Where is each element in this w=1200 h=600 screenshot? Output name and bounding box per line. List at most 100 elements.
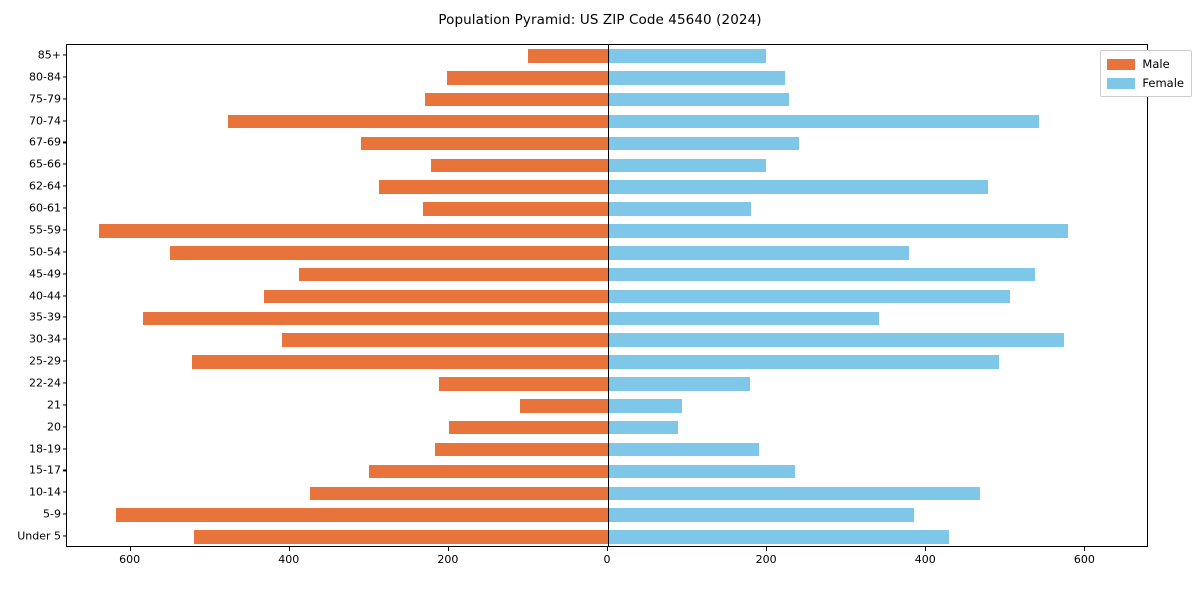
bar-female[interactable]	[608, 464, 795, 479]
y-tick-mark	[62, 404, 66, 406]
bar-row	[67, 245, 1147, 260]
bar-male[interactable]	[170, 245, 608, 260]
bar-female[interactable]	[608, 180, 989, 194]
plot-area	[66, 44, 1148, 547]
bar-female[interactable]	[608, 202, 752, 216]
y-tick-label: 5-9	[43, 507, 61, 521]
bar-female[interactable]	[608, 92, 789, 107]
bars-layer	[67, 45, 1147, 546]
bar-row	[67, 202, 1147, 216]
y-tick-mark	[62, 360, 66, 362]
bar-row	[67, 224, 1147, 238]
bar-male[interactable]	[98, 224, 608, 238]
y-tick-mark	[62, 163, 66, 165]
chart-title: Population Pyramid: US ZIP Code 45640 (2…	[438, 12, 762, 28]
bar-female[interactable]	[608, 311, 879, 326]
bar-male[interactable]	[528, 49, 608, 63]
bar-male[interactable]	[281, 333, 608, 347]
legend-label-male: Male	[1142, 57, 1170, 71]
bar-female[interactable]	[608, 399, 682, 413]
y-tick-mark	[62, 448, 66, 450]
bar-male[interactable]	[439, 377, 608, 391]
y-tick-label: 50-54	[29, 245, 61, 259]
bar-female[interactable]	[608, 114, 1040, 129]
y-tick-label: 60-61	[29, 201, 61, 215]
bar-female[interactable]	[608, 245, 909, 260]
y-tick-label: 45-49	[29, 267, 61, 281]
bar-female[interactable]	[608, 71, 785, 85]
y-tick-label: 18-19	[29, 442, 61, 456]
bar-female[interactable]	[608, 420, 678, 435]
bar-male[interactable]	[309, 486, 608, 501]
bar-female[interactable]	[608, 355, 1000, 369]
bar-male[interactable]	[191, 355, 608, 369]
x-tick-label: 400	[278, 553, 300, 566]
y-tick-label: 25-29	[29, 354, 61, 368]
y-tick-label: 65-66	[29, 157, 61, 171]
bar-female[interactable]	[608, 530, 949, 544]
y-tick-mark	[62, 273, 66, 275]
y-tick-label: 30-34	[29, 332, 61, 346]
bar-female[interactable]	[608, 158, 766, 173]
bar-male[interactable]	[361, 136, 608, 151]
bar-male[interactable]	[116, 508, 608, 522]
bar-male[interactable]	[142, 311, 608, 326]
x-tick-mark	[1084, 547, 1086, 551]
bar-female[interactable]	[608, 136, 799, 151]
bar-row	[67, 333, 1147, 347]
x-tick-label: 200	[755, 553, 777, 566]
bar-male[interactable]	[369, 464, 608, 479]
bar-row	[67, 464, 1147, 479]
bar-male[interactable]	[431, 158, 608, 173]
legend-entry-male[interactable]: Male	[1107, 56, 1184, 72]
bar-female[interactable]	[608, 486, 981, 501]
bar-male[interactable]	[194, 530, 608, 544]
bar-male[interactable]	[520, 399, 608, 413]
bar-female[interactable]	[608, 289, 1010, 304]
bar-female[interactable]	[608, 508, 915, 522]
bar-row	[67, 399, 1147, 413]
bar-male[interactable]	[448, 420, 608, 435]
y-tick-label: 35-39	[29, 310, 61, 324]
y-tick-label: 80-84	[29, 70, 61, 84]
bar-row	[67, 420, 1147, 435]
y-tick-label: 20	[47, 420, 61, 434]
bar-male[interactable]	[425, 92, 608, 107]
bar-female[interactable]	[608, 333, 1064, 347]
y-tick-mark	[62, 294, 66, 297]
bar-male[interactable]	[264, 289, 608, 304]
legend-label-female: Female	[1142, 76, 1184, 90]
y-tick-mark	[62, 185, 66, 187]
bar-male[interactable]	[423, 202, 608, 216]
bar-female[interactable]	[608, 377, 750, 391]
bar-male[interactable]	[299, 267, 608, 282]
x-tick-label: 0	[603, 553, 611, 566]
y-tick-mark	[62, 316, 66, 318]
bar-male[interactable]	[227, 114, 608, 129]
y-tick-mark	[62, 229, 66, 231]
y-tick-mark	[62, 76, 66, 78]
y-tick-mark	[62, 251, 66, 253]
bar-female[interactable]	[608, 49, 766, 63]
bar-male[interactable]	[434, 442, 608, 457]
y-tick-mark	[62, 426, 66, 428]
x-tick-mark	[129, 547, 131, 551]
legend-swatch-female	[1107, 77, 1136, 89]
y-tick-label: 67-69	[29, 135, 61, 149]
legend-entry-female[interactable]: Female	[1107, 75, 1184, 91]
bar-row	[67, 180, 1147, 194]
bar-row	[67, 508, 1147, 522]
bar-male[interactable]	[378, 180, 608, 194]
bar-row	[67, 158, 1147, 173]
y-tick-label: Under 5	[17, 529, 61, 543]
bar-row	[67, 267, 1147, 282]
bar-female[interactable]	[608, 224, 1068, 238]
y-tick-mark	[62, 338, 66, 340]
bar-female[interactable]	[608, 267, 1036, 282]
x-tick-label: 200	[437, 553, 459, 566]
bar-male[interactable]	[447, 71, 608, 85]
bar-female[interactable]	[608, 442, 760, 457]
x-tick-mark	[607, 547, 609, 551]
bar-row	[67, 136, 1147, 151]
